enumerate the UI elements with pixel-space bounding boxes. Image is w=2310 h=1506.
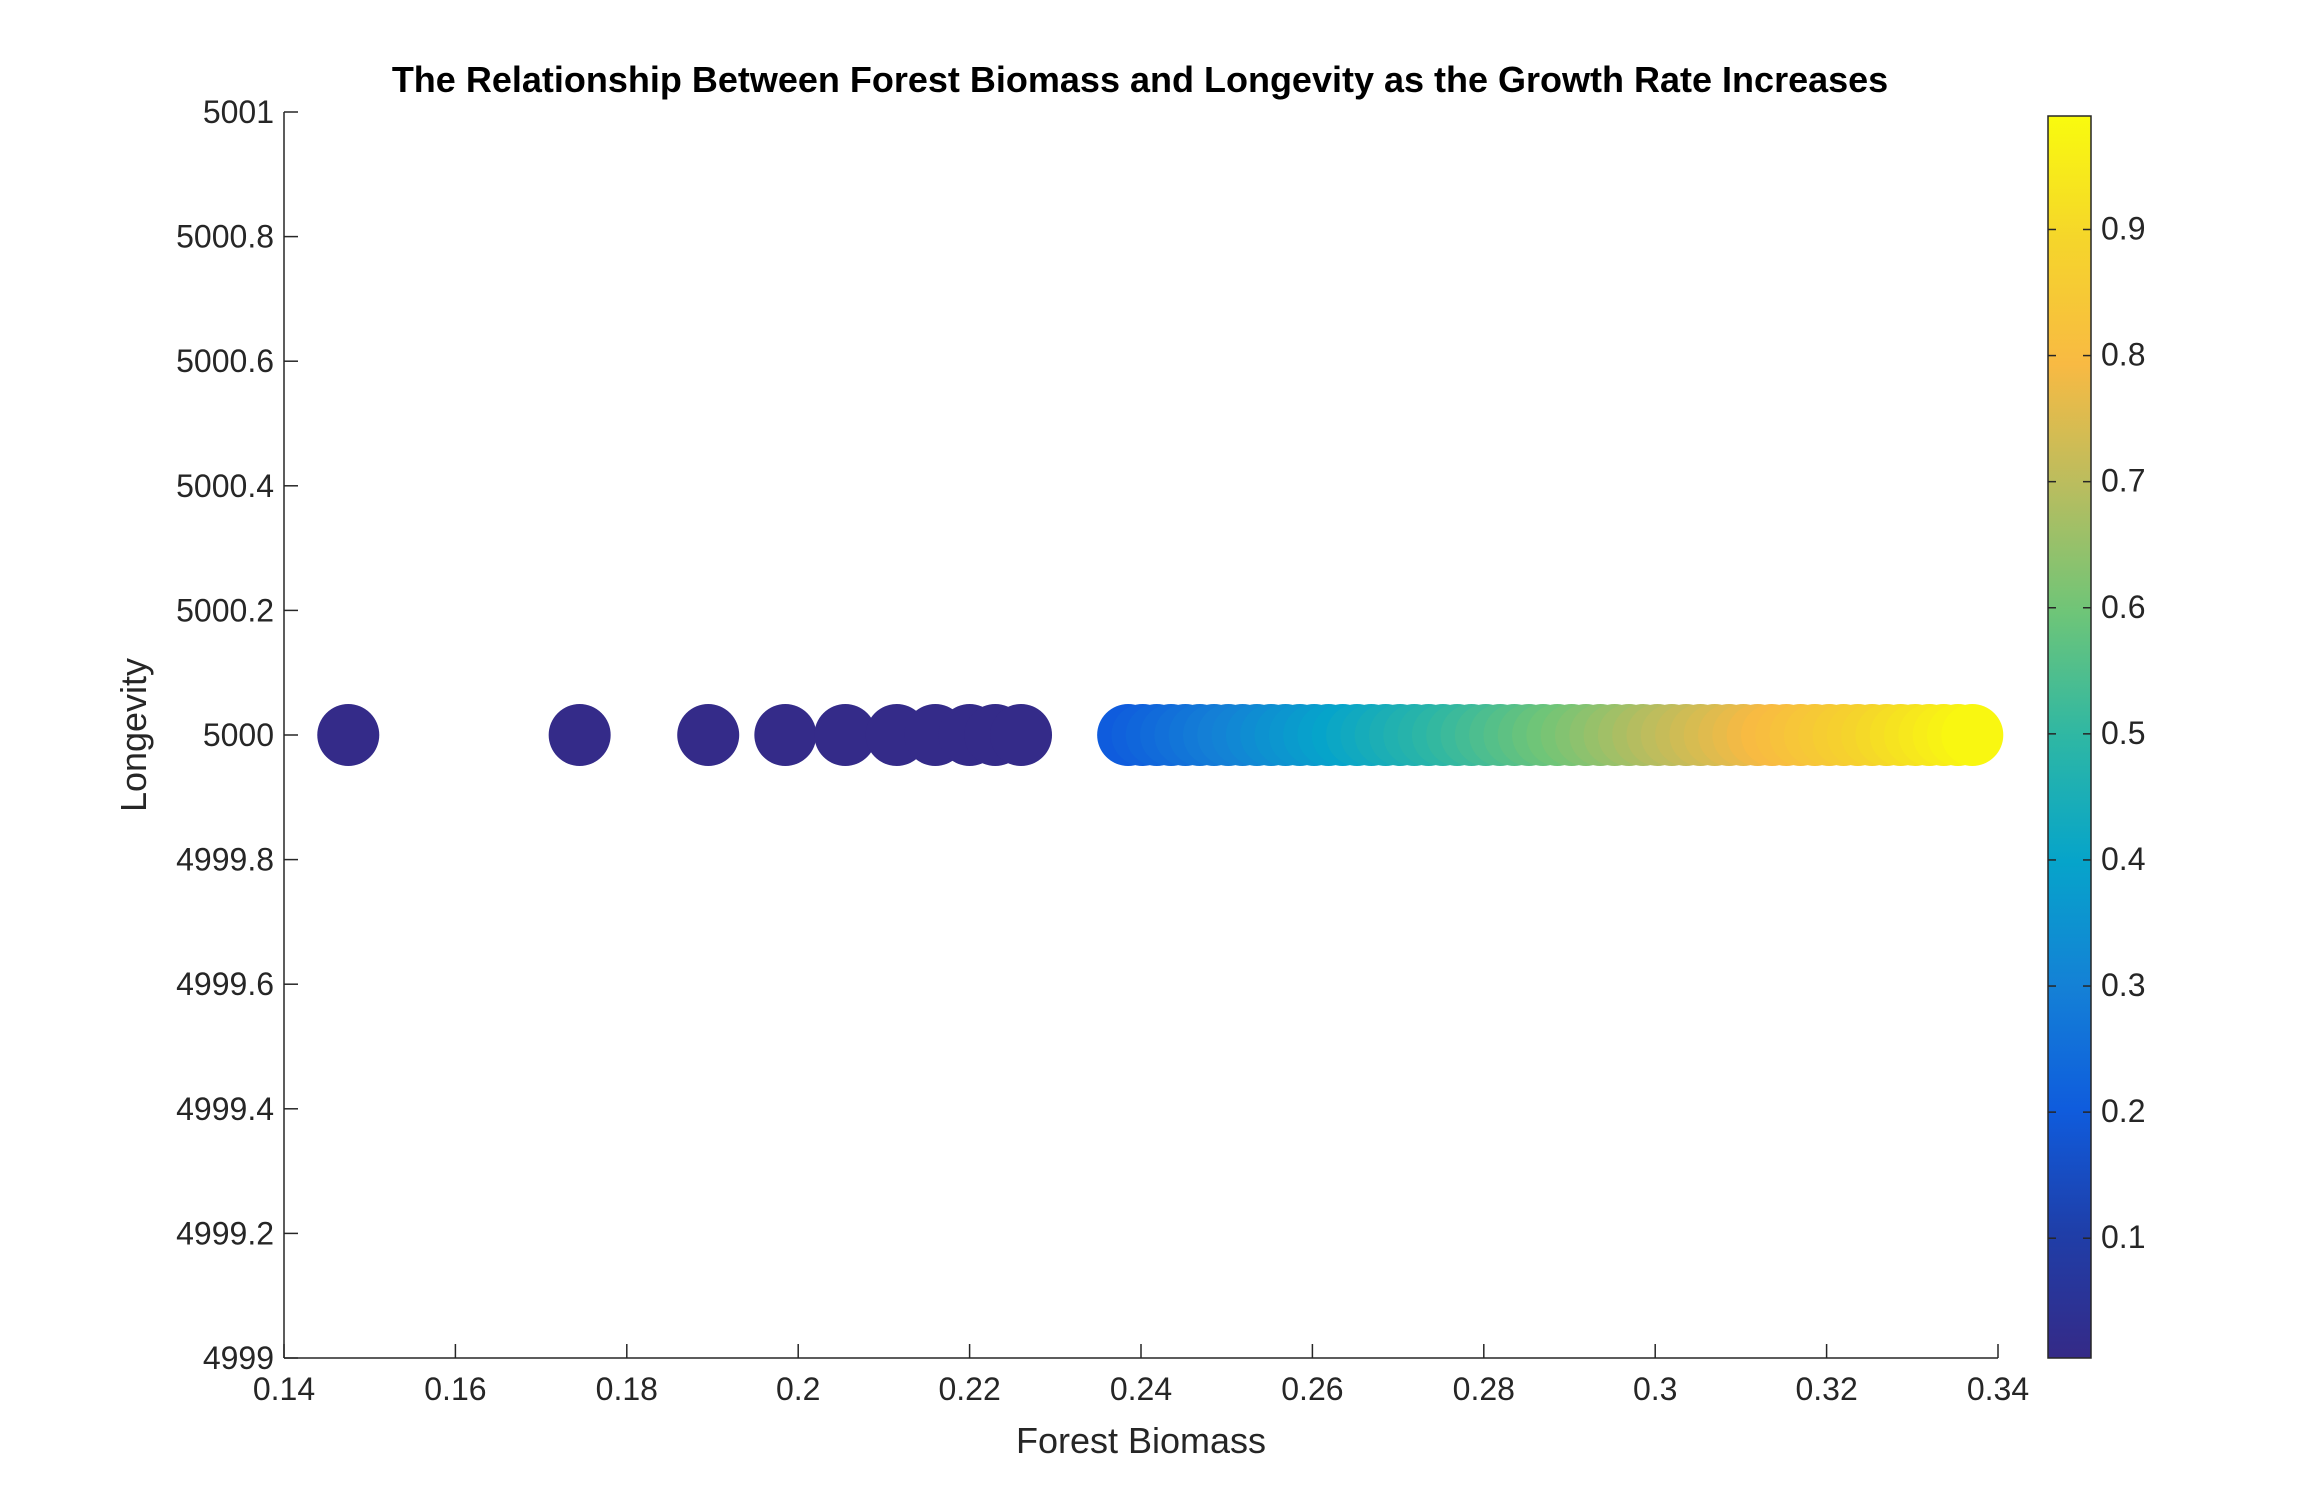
y-tick-label: 4999 (203, 1340, 274, 1376)
x-tick-label: 0.34 (1967, 1371, 2029, 1407)
x-tick-label: 0.14 (253, 1371, 315, 1407)
x-tick-label: 0.26 (1281, 1371, 1343, 1407)
colorbar: 0.1 0.2 0.3 0.4 0.5 0.6 0.7 0.8 0.9 (2047, 115, 2145, 1359)
colorbar-ticks: 0.1 0.2 0.3 0.4 0.5 0.6 0.7 0.8 0.9 (2048, 210, 2145, 1255)
x-tick-label: 0.24 (1110, 1371, 1172, 1407)
x-tick-label: 0.32 (1795, 1371, 1857, 1407)
y-tick-label: 5000 (203, 717, 274, 753)
x-tick-label: 0.3 (1633, 1371, 1677, 1407)
x-tick-label: 0.22 (938, 1371, 1000, 1407)
scatter-point (677, 704, 740, 766)
x-tick-label: 0.28 (1453, 1371, 1515, 1407)
colorbar-tick-label: 0.2 (2101, 1093, 2145, 1129)
scatter-points (317, 704, 2004, 766)
scatter-point (317, 704, 380, 766)
chart-title: The Relationship Between Forest Biomass … (392, 59, 1888, 100)
scatter-point (990, 704, 1053, 766)
y-tick-label: 5001 (203, 94, 274, 130)
colorbar-tick-label: 0.6 (2101, 589, 2145, 625)
colorbar-tick-label: 0.9 (2101, 210, 2145, 246)
scatter-point (814, 704, 877, 766)
y-tick-label: 5000.4 (176, 468, 274, 504)
scatter-point (754, 704, 817, 766)
colorbar-tick-label: 0.4 (2101, 841, 2145, 877)
y-axis-label: Longevity (113, 658, 154, 812)
x-tick-label: 0.18 (596, 1371, 658, 1407)
y-tick-label: 4999.2 (176, 1215, 274, 1251)
y-tick-label: 4999.6 (176, 966, 274, 1002)
x-axis-label: Forest Biomass (1016, 1420, 1266, 1461)
colorbar-tick-label: 0.8 (2101, 337, 2145, 373)
x-tick-label: 0.16 (424, 1371, 486, 1407)
y-tick-label: 4999.4 (176, 1091, 274, 1127)
colorbar-tick-label: 0.7 (2101, 463, 2145, 499)
scatter-point (548, 704, 611, 766)
colorbar-tick-label: 0.3 (2101, 967, 2145, 1003)
y-ticks: 4999 4999.2 4999.4 4999.6 4999.8 5000 5000.2 50… (176, 94, 298, 1376)
colorbar-tick-label: 0.5 (2101, 715, 2145, 751)
y-tick-label: 5000.8 (176, 219, 274, 255)
colorbar-tick-label: 0.1 (2101, 1219, 2145, 1255)
y-tick-label: 5000.6 (176, 343, 274, 379)
y-tick-label: 5000.2 (176, 592, 274, 628)
colorbar-bar (2047, 115, 2092, 1359)
y-tick-label: 4999.8 (176, 842, 274, 878)
x-tick-label: 0.2 (776, 1371, 820, 1407)
scatter-point (1941, 704, 2004, 766)
x-ticks: 0.14 0.16 0.18 0.2 0.22 0.24 0.26 0.28 0.3 0.32 0.… (253, 1344, 2029, 1407)
